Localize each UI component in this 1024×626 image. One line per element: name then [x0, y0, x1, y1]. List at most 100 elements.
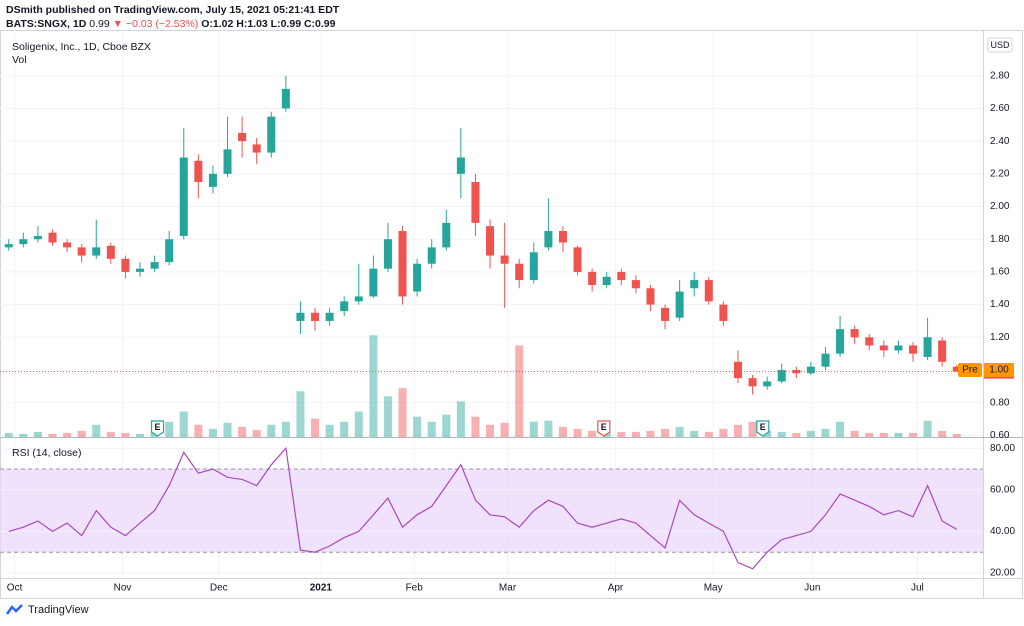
event-marker [150, 420, 165, 437]
candle-body [763, 381, 772, 387]
candle-body [106, 245, 115, 259]
event-marker [597, 420, 611, 437]
volume-bar [121, 432, 130, 437]
candle-body [690, 280, 699, 289]
candle-body [617, 271, 626, 281]
volume-bar [690, 430, 699, 437]
candle-body [427, 247, 436, 264]
candle-body [238, 132, 247, 142]
candle-body [340, 301, 349, 312]
volume-bar [894, 432, 903, 437]
candle-body [500, 255, 509, 264]
volume-bar [311, 418, 320, 437]
candle-body [267, 116, 276, 153]
candle-body [4, 244, 13, 248]
volume-bar [704, 431, 713, 437]
event-marker [756, 420, 770, 437]
candle-body [908, 345, 918, 354]
y-tick-label: 1.60 [990, 267, 1010, 278]
last: 0.99 [89, 18, 110, 30]
volume-bar [340, 421, 349, 437]
volume-bar [777, 431, 786, 437]
volume-bar [369, 335, 378, 437]
logo [6, 604, 23, 615]
chart: 0.60 0.80 1.00 1.20 1.40 1.60 1.80 2.00 2.20 2.40… [0, 30, 1023, 599]
volume-bar [165, 421, 174, 437]
y-tick-label: 1.20 [990, 332, 1010, 343]
candle-body [179, 157, 188, 236]
candle-body [558, 231, 567, 243]
volume-bar [252, 429, 261, 437]
volume-bar [354, 411, 363, 437]
volume-bar [63, 432, 72, 437]
volume-bar [296, 391, 305, 437]
candle-body [33, 235, 42, 240]
y-tick-label: 2.00 [990, 201, 1010, 212]
volume-bar [500, 422, 509, 437]
volume-bar [661, 428, 670, 437]
volume-bar [748, 421, 757, 437]
x-tick-label: Jun [804, 583, 820, 594]
rsi-line [8, 446, 957, 570]
volume-bar [136, 433, 145, 437]
volume-bar [938, 430, 947, 437]
symbol: BATS:SNGX, 1D [6, 18, 87, 30]
volume-bar [238, 426, 247, 437]
y-tick-label: 1.80 [990, 234, 1010, 245]
volume-bar [733, 424, 742, 437]
volume-bar [908, 432, 918, 437]
y-tick-label: 0.80 [990, 397, 1010, 408]
candle-body [777, 369, 786, 382]
candle-body [704, 280, 713, 302]
volume-bar [850, 430, 859, 437]
candle-body [529, 252, 538, 281]
candle-body [77, 247, 86, 256]
x-tick-label: 2021 [310, 583, 333, 594]
volume-bar [427, 421, 436, 437]
volume-bar [208, 428, 217, 437]
pre-price-box [984, 362, 1014, 377]
candle-body [865, 337, 874, 346]
candle-body [938, 340, 947, 362]
volume-bar [92, 424, 101, 437]
y-tick-label: 40.00 [990, 526, 1015, 537]
event-label: E [155, 422, 161, 432]
candle-body [208, 173, 217, 187]
volume-bar [19, 433, 28, 437]
candle-body [354, 296, 363, 302]
x-tick-label: Dec [210, 583, 228, 594]
candle-body [48, 232, 57, 243]
volume-bar [529, 421, 538, 437]
y-tick-label: 2.80 [990, 70, 1010, 81]
volume-bar [923, 420, 932, 437]
volume-bar [456, 401, 465, 437]
volume-bar [865, 432, 874, 437]
currency: USD [990, 40, 1010, 50]
x-tick-label: May [704, 583, 723, 594]
volume-bar [48, 433, 57, 437]
candle-body [515, 263, 524, 281]
candle-body [602, 276, 611, 285]
currency-box [987, 37, 1013, 53]
x-tick-label: Feb [406, 583, 424, 594]
y-tick-label: 2.60 [990, 103, 1010, 114]
volume-bar [821, 428, 830, 437]
volume-bar [763, 430, 772, 437]
volume-bar [325, 424, 334, 437]
candle-body [631, 280, 640, 289]
candle-body [879, 345, 888, 351]
volume-bar [617, 431, 626, 437]
candle-body [92, 247, 101, 256]
candle-body [136, 268, 145, 272]
candle-body [836, 329, 845, 354]
volume-bar [33, 431, 42, 437]
candle-body [486, 226, 495, 256]
volume-bar [398, 388, 407, 437]
candle-body [923, 337, 932, 357]
candle-body [588, 271, 597, 285]
x-tick-label: Nov [114, 583, 132, 594]
candle-body [165, 239, 174, 263]
candle-body [369, 268, 378, 297]
volume-bar [675, 426, 684, 437]
candle-body [150, 262, 159, 269]
